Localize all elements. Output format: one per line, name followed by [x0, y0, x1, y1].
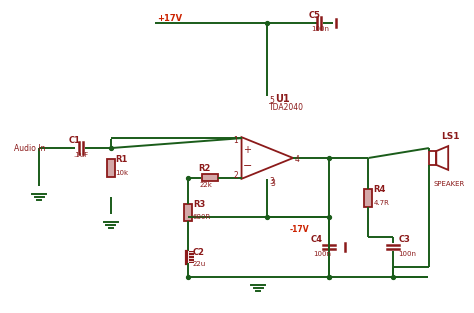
Text: +: +: [244, 145, 252, 155]
Text: 3: 3: [270, 179, 275, 188]
Text: +17V: +17V: [157, 14, 182, 23]
Text: 680R: 680R: [193, 214, 211, 220]
Text: −: −: [243, 161, 252, 171]
Text: SPEAKER: SPEAKER: [434, 181, 465, 187]
Bar: [429, 151, 436, 165]
Text: R3: R3: [193, 200, 205, 209]
Bar: [202, 174, 218, 181]
Text: C1: C1: [69, 136, 81, 145]
Text: 100n: 100n: [311, 26, 329, 32]
Text: 2: 2: [234, 171, 238, 180]
Text: TDA2040: TDA2040: [269, 103, 304, 112]
Text: C2: C2: [193, 248, 205, 257]
Text: R4: R4: [374, 185, 386, 194]
Text: LS1: LS1: [441, 132, 459, 141]
Text: 100n: 100n: [313, 251, 331, 257]
Text: U1: U1: [275, 94, 290, 104]
Bar: [189, 251, 194, 263]
Text: C3: C3: [398, 235, 410, 244]
Text: 22k: 22k: [200, 182, 213, 188]
Text: R1: R1: [116, 156, 128, 164]
Text: -17V: -17V: [289, 225, 309, 234]
Text: 5: 5: [269, 96, 274, 105]
Bar: [365, 189, 373, 207]
Text: 3: 3: [269, 177, 274, 186]
Text: R2: R2: [198, 164, 210, 173]
Bar: [107, 159, 115, 177]
Text: C4: C4: [311, 235, 323, 244]
Text: 22u: 22u: [193, 261, 206, 267]
Text: 4: 4: [295, 156, 300, 164]
Text: Audio In: Audio In: [14, 144, 45, 152]
Text: C5: C5: [309, 11, 321, 20]
Text: 10k: 10k: [116, 170, 129, 176]
Text: 1: 1: [234, 136, 238, 145]
Bar: [184, 203, 192, 221]
Text: 4.7R: 4.7R: [374, 200, 389, 206]
Text: 100n: 100n: [398, 251, 416, 257]
Text: .1uF: .1uF: [73, 152, 88, 158]
